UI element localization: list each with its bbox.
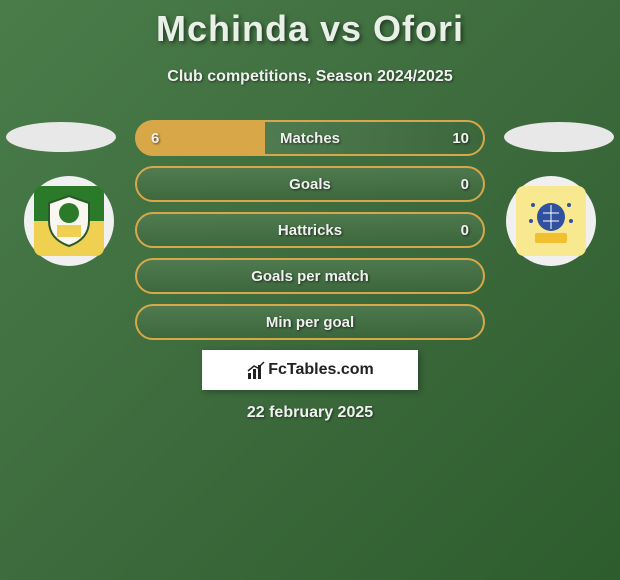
- stat-row-hattricks: Hattricks 0: [135, 212, 485, 248]
- stat-row-min-per-goal: Min per goal: [135, 304, 485, 340]
- stat-row-matches: 6 Matches 10: [135, 120, 485, 156]
- stat-goals-right-value: 0: [461, 176, 469, 193]
- page-subtitle: Club competitions, Season 2024/2025: [0, 68, 620, 86]
- brand-chart-icon: [246, 359, 268, 381]
- page-title: Mchinda vs Ofori: [0, 0, 620, 50]
- stat-goals-label: Goals: [289, 176, 331, 193]
- stat-hattricks-right-value: 0: [461, 222, 469, 239]
- player-right-badge: [504, 122, 614, 152]
- stat-matches-right-value: 10: [452, 130, 469, 147]
- stats-container: 6 Matches 10 Goals 0 Hattricks 0 Goals p…: [135, 120, 485, 422]
- club-left-logo-icon: [34, 186, 104, 256]
- brand-text: FcTables.com: [268, 361, 374, 379]
- stat-gpm-label: Goals per match: [251, 268, 369, 285]
- stat-matches-left-value: 6: [151, 130, 159, 147]
- club-left-badge: [24, 176, 114, 266]
- brand-box[interactable]: FcTables.com: [202, 350, 418, 390]
- stat-hattricks-label: Hattricks: [278, 222, 342, 239]
- club-right-badge: [506, 176, 596, 266]
- stat-row-goals-per-match: Goals per match: [135, 258, 485, 294]
- footer-date: 22 february 2025: [135, 404, 485, 422]
- stat-mpg-label: Min per goal: [266, 314, 354, 331]
- player-left-badge: [6, 122, 116, 152]
- stat-row-goals: Goals 0: [135, 166, 485, 202]
- stat-matches-label: Matches: [280, 130, 340, 147]
- club-right-logo-icon: [516, 186, 586, 256]
